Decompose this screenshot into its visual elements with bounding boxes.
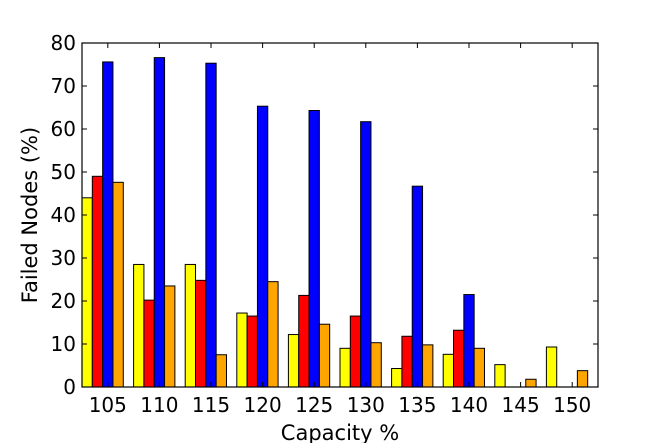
bar-series-1-135 (391, 368, 403, 388)
bar-series-1-105 (81, 197, 93, 388)
bar-series-4-135 (422, 344, 434, 388)
y-tick-label: 50 (51, 160, 76, 184)
x-tick-label: 150 (553, 393, 591, 417)
y-tick-label: 10 (51, 332, 76, 356)
bar-series-3-110 (153, 57, 166, 388)
bar-series-3-140 (463, 294, 475, 388)
bar-series-4-120 (267, 281, 279, 388)
bar-series-1-145 (494, 364, 506, 388)
bar-series-3-135 (411, 185, 424, 388)
bars-layer (81, 57, 589, 388)
y-tick-label: 40 (51, 203, 76, 227)
x-tick-label: 145 (502, 393, 540, 417)
x-tick-label: 135 (398, 393, 436, 417)
bar-series-3-130 (360, 121, 372, 388)
bar-series-1-130 (339, 347, 351, 388)
bar-series-1-115 (184, 263, 197, 388)
y-axis-label: Failed Nodes (%) (18, 127, 42, 303)
x-tick-label: 110 (140, 393, 178, 417)
y-tick-label: 80 (51, 31, 76, 55)
bar-series-2-140 (453, 329, 465, 388)
bar-series-4-105 (112, 181, 124, 388)
y-tick-label: 60 (51, 117, 76, 141)
bar-series-4-115 (215, 354, 227, 388)
bar-series-4-130 (370, 342, 382, 388)
y-tick-label: 0 (63, 375, 76, 399)
bar-series-2-115 (195, 279, 207, 388)
x-tick-label: 125 (295, 393, 333, 417)
y-tick-label: 70 (51, 74, 76, 98)
bar-series-3-105 (102, 61, 114, 388)
bar-series-4-140 (473, 347, 485, 388)
bar-series-1-150 (545, 346, 558, 388)
x-tick-label: 140 (450, 393, 488, 417)
x-axis-label: Capacity % (281, 421, 399, 443)
y-tick-label: 30 (51, 246, 76, 270)
bar-series-3-120 (256, 105, 269, 388)
bar-series-1-110 (133, 263, 145, 388)
bar-series-4-110 (164, 285, 176, 388)
x-tick-label: 120 (244, 393, 282, 417)
x-tick-label: 130 (347, 393, 385, 417)
x-tick-label: 105 (89, 393, 127, 417)
bar-series-2-105 (91, 175, 104, 388)
bar-series-1-140 (442, 353, 455, 388)
bar-series-3-125 (308, 110, 320, 388)
bar-series-1-120 (236, 312, 248, 388)
bar-series-2-130 (349, 315, 362, 388)
bar-series-1-125 (287, 334, 300, 388)
bar-series-2-125 (298, 294, 310, 388)
bar-series-4-125 (318, 323, 331, 388)
bar-series-2-120 (246, 315, 258, 388)
bar-series-2-110 (143, 299, 155, 388)
axes-layer: 0 10 20 30 40 50 60 70 80 105 110 115 120 125 130 135 14… (51, 31, 598, 417)
x-tick-label: 115 (192, 393, 230, 417)
bar-series-4-145 (525, 378, 537, 388)
bar-series-4-150 (576, 370, 589, 388)
bar-series-2-135 (401, 335, 413, 388)
bar-series-3-115 (205, 62, 217, 388)
y-tick-label: 20 (51, 289, 76, 313)
